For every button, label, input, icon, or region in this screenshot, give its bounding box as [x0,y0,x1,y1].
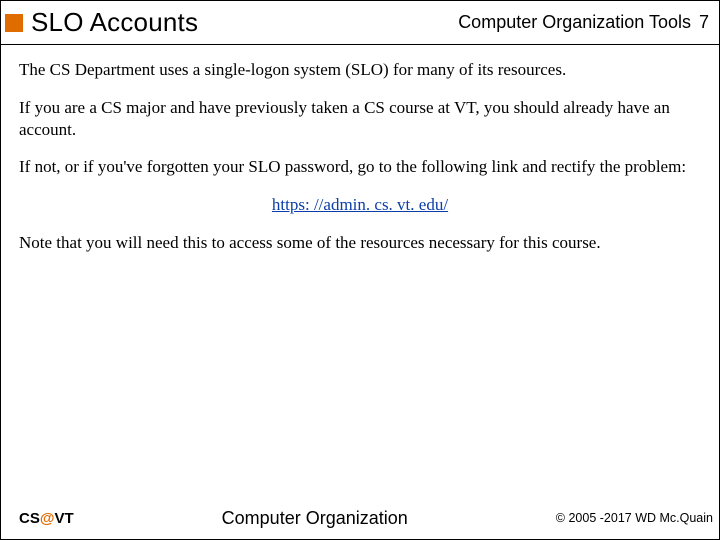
body-paragraph: Note that you will need this to access s… [19,232,701,254]
slide-header: SLO Accounts Computer Organization Tools… [1,1,719,45]
page-number: 7 [699,12,709,33]
footer-center: Computer Organization [74,508,556,529]
slide-title: SLO Accounts [31,7,458,38]
footer-vt: VT [54,510,73,527]
admin-link[interactable]: https: //admin. cs. vt. edu/ [272,195,448,214]
link-line: https: //admin. cs. vt. edu/ [19,194,701,216]
slide-footer: CS@VT Computer Organization © 2005 -2017… [1,503,719,539]
slide: SLO Accounts Computer Organization Tools… [0,0,720,540]
slide-body: The CS Department uses a single-logon sy… [1,45,719,503]
body-paragraph: If you are a CS major and have previousl… [19,97,701,141]
body-paragraph: If not, or if you've forgotten your SLO … [19,156,701,178]
footer-copyright: © 2005 -2017 WD Mc.Quain [556,511,713,525]
footer-at: @ [40,510,55,527]
footer-left: CS@VT [19,510,74,527]
body-paragraph: The CS Department uses a single-logon sy… [19,59,701,81]
accent-square-icon [5,14,23,32]
footer-cs: CS [19,510,40,527]
chapter-label: Computer Organization Tools [458,12,691,33]
